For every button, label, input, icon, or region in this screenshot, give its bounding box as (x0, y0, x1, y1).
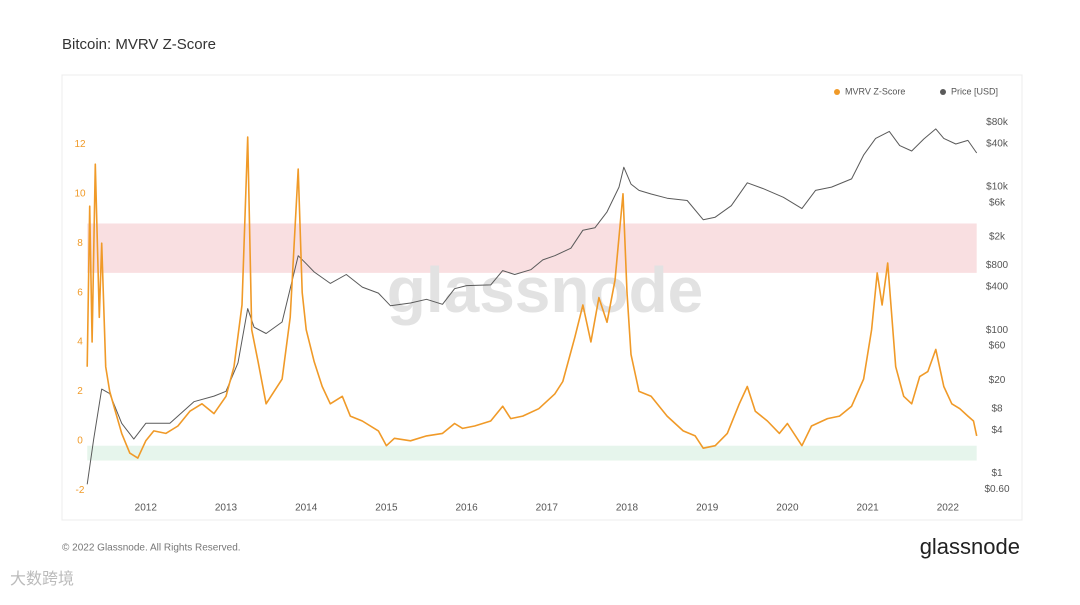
y-tick-label: -2 (76, 485, 85, 496)
x-tick-label: 2012 (135, 503, 158, 514)
legend-label: Price [USD] (951, 86, 998, 96)
y-tick-label: 4 (77, 337, 83, 348)
x-tick-label: 2019 (696, 503, 719, 514)
y2-tick-label: $6k (989, 198, 1006, 209)
y2-tick-label: $40k (986, 139, 1009, 150)
y2-tick-label: $4 (991, 425, 1003, 436)
x-tick-label: 2021 (856, 503, 879, 514)
x-tick-label: 2014 (295, 503, 318, 514)
series-line (86, 128, 978, 485)
logo: glassnode (920, 534, 1020, 559)
y2-tick-label: $8 (991, 403, 1003, 414)
legend-label: MVRV Z-Score (845, 86, 905, 96)
x-tick-label: 2017 (536, 503, 559, 514)
series-line (86, 136, 978, 459)
y2-tick-label: $1 (991, 468, 1003, 479)
footer: © 2022 Glassnode. All Rights Reserved. (62, 543, 241, 554)
watermark: glassnode (387, 254, 704, 326)
x-tick-label: 2022 (937, 503, 960, 514)
chart-title: Bitcoin: MVRV Z-Score (62, 36, 216, 53)
x-tick-label: 2015 (375, 503, 398, 514)
y2-tick-label: $400 (986, 282, 1009, 293)
x-tick-label: 2020 (776, 503, 799, 514)
y-tick-label: 6 (77, 287, 83, 298)
zone-band (87, 223, 977, 273)
y2-tick-label: $10k (986, 182, 1009, 193)
x-tick-label: 2016 (455, 503, 478, 514)
y2-tick-label: $2k (989, 232, 1006, 243)
y2-tick-label: $800 (986, 260, 1009, 271)
y-tick-label: 8 (77, 238, 83, 249)
x-tick-label: 2013 (215, 503, 238, 514)
legend-swatch (940, 89, 946, 95)
y-tick-label: 0 (77, 435, 83, 446)
x-tick-label: 2018 (616, 503, 639, 514)
y2-tick-label: $0.60 (984, 484, 1009, 495)
y2-tick-label: $20 (989, 375, 1006, 386)
y-tick-label: 2 (77, 386, 83, 397)
legend-swatch (834, 89, 840, 95)
y2-tick-label: $60 (989, 341, 1006, 352)
zone-band (87, 445, 977, 461)
y-tick-label: 10 (74, 188, 86, 199)
y2-tick-label: $100 (986, 325, 1009, 336)
corner-watermark: 大数跨境 (10, 569, 74, 588)
y2-tick-label: $80k (986, 117, 1009, 128)
y-tick-label: 12 (74, 139, 86, 150)
